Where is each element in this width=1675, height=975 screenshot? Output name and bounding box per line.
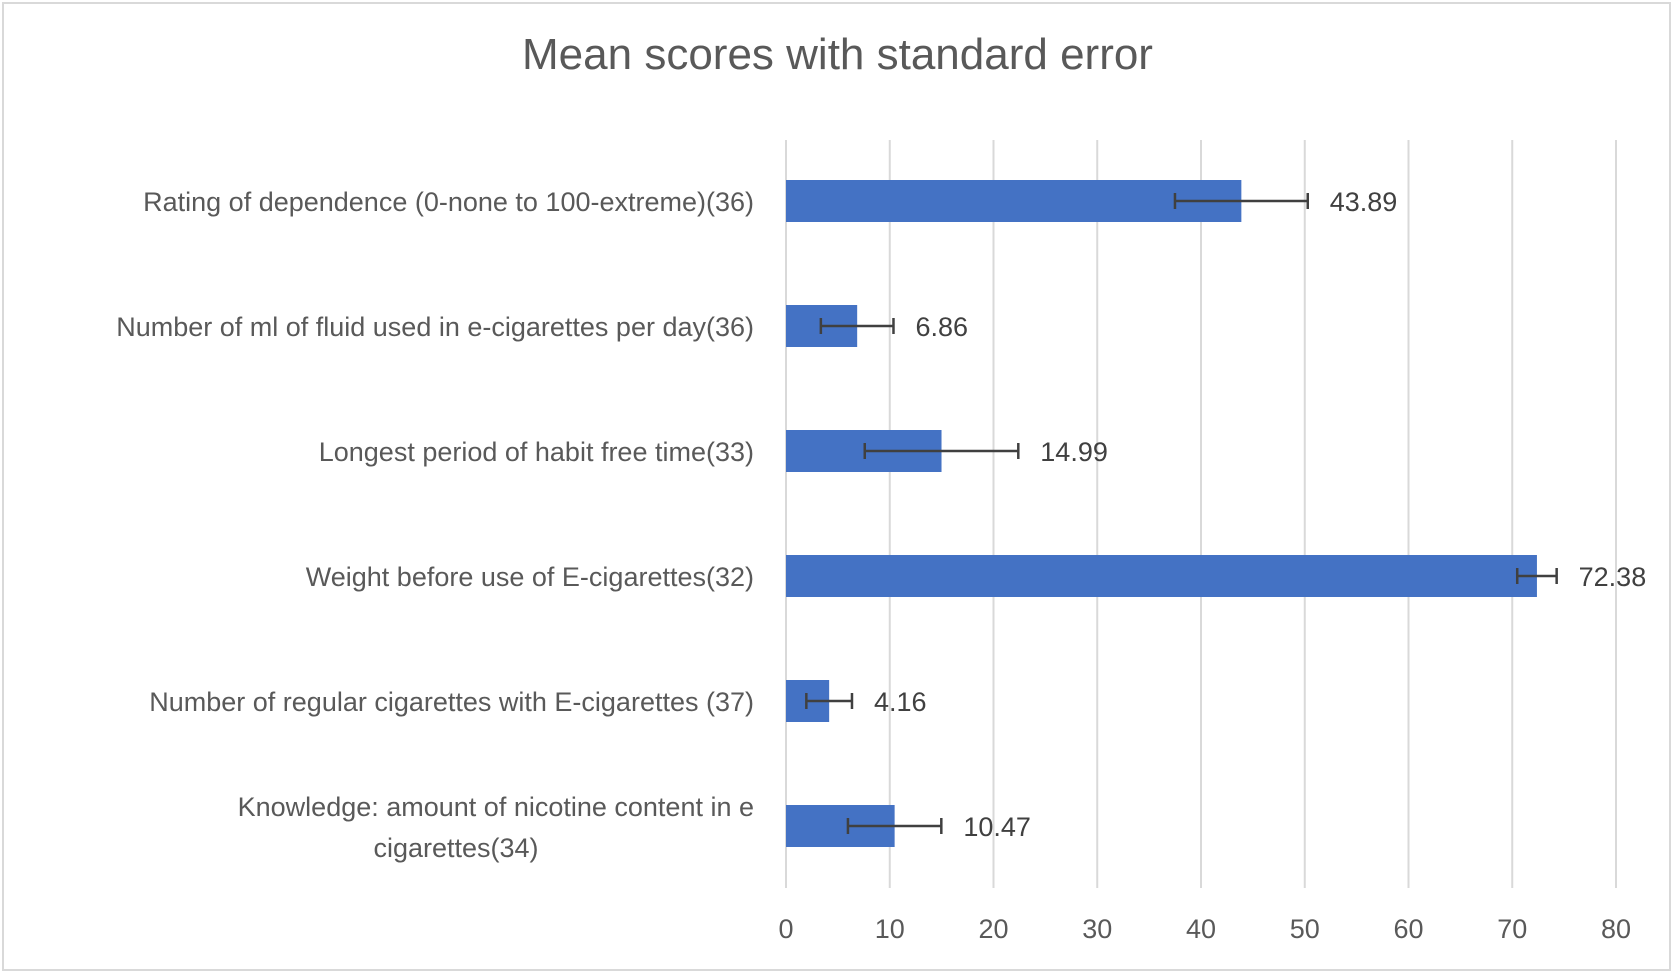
data-label: 14.99 [1040,437,1108,467]
bar [786,555,1537,597]
x-tick-label: 0 [778,914,793,944]
x-tick-label: 50 [1290,914,1320,944]
labels: 0 10 20 30 40 50 60 70 80 43.89 Rating of dependen… [116,187,1646,944]
category-label-line2: cigarettes(34) [373,833,538,863]
x-tick-label: 10 [875,914,905,944]
x-tick-label: 70 [1497,914,1527,944]
error-bars [805,193,1558,834]
data-label: 10.47 [963,812,1031,842]
category-label: Number of ml of fluid used in e-cigarett… [116,312,754,342]
data-label: 6.86 [915,312,968,342]
x-tick-label: 40 [1186,914,1216,944]
x-tick-label: 20 [978,914,1008,944]
chart-title: Mean scores with standard error [522,30,1153,79]
bar [786,180,1242,222]
data-label: 72.38 [1579,562,1647,592]
x-tick-label: 80 [1601,914,1631,944]
category-label: Longest period of habit free time(33) [319,437,754,467]
x-tick-label: 30 [1082,914,1112,944]
data-label: 4.16 [874,687,927,717]
category-label: Number of regular cigarettes with E-ciga… [149,687,754,717]
category-label: Weight before use of E-cigarettes(32) [306,562,754,592]
data-label: 43.89 [1330,187,1398,217]
gridlines [785,140,1617,888]
bars [786,180,1537,847]
category-label: Rating of dependence (0-none to 100-extr… [143,187,754,217]
x-tick-label: 60 [1393,914,1423,944]
category-label: Knowledge: amount of nicotine content in… [238,792,754,822]
